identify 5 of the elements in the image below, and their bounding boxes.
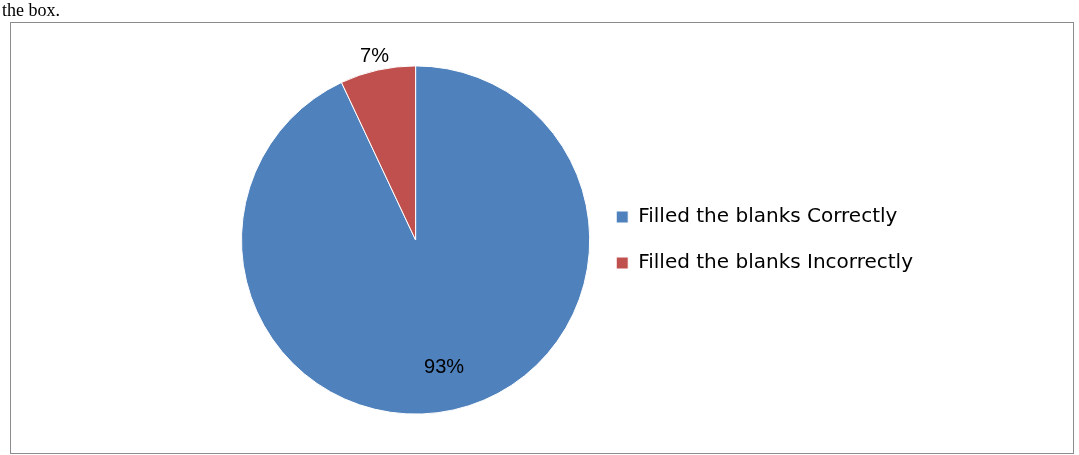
- data-label: 7%: [360, 43, 390, 66]
- legend-label: Filled the blanks Correctly: [638, 203, 898, 228]
- data-label: 93%: [424, 354, 465, 377]
- text: the box.: [2, 0, 60, 20]
- legend-label: Filled the blanks Incorrectly: [638, 249, 914, 274]
